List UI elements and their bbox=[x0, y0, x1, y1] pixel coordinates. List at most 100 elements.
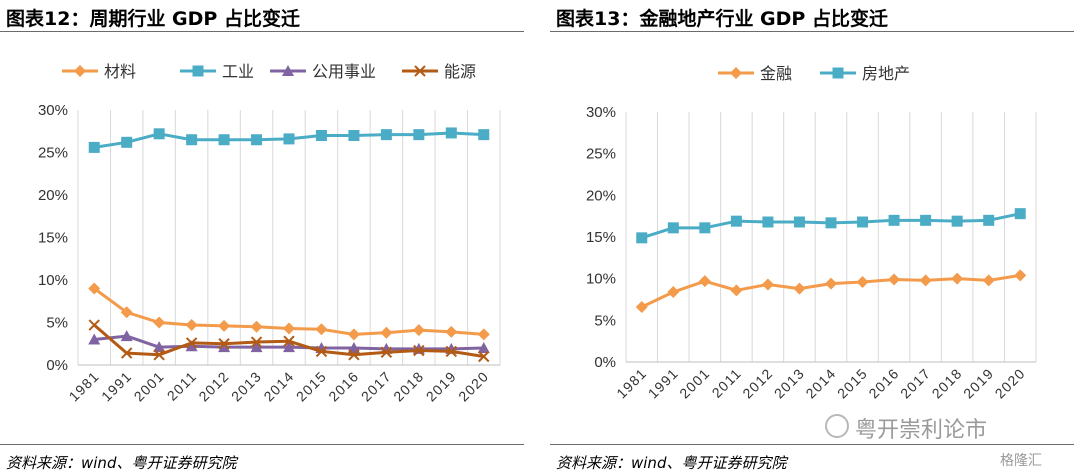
data-point bbox=[250, 336, 263, 348]
data-point bbox=[698, 275, 711, 288]
x-tick-label: 2019 bbox=[960, 365, 997, 402]
x-tick-label: 2013 bbox=[771, 365, 808, 402]
data-point bbox=[283, 335, 295, 347]
x-tick-label: 2018 bbox=[390, 368, 427, 405]
y-tick-label: 30% bbox=[38, 102, 68, 119]
y-tick-label: 30% bbox=[586, 104, 616, 121]
x-tick-label: 1981 bbox=[66, 368, 103, 405]
data-point bbox=[185, 337, 198, 349]
data-point bbox=[413, 344, 425, 357]
data-point bbox=[186, 134, 198, 146]
data-point bbox=[699, 222, 711, 234]
data-point bbox=[888, 214, 900, 226]
data-point bbox=[347, 328, 360, 341]
data-point bbox=[120, 306, 133, 319]
legend-marker bbox=[832, 67, 844, 79]
data-point bbox=[477, 342, 490, 353]
data-point bbox=[88, 141, 100, 153]
x-tick-label: 1981 bbox=[613, 365, 650, 402]
data-point bbox=[825, 277, 837, 290]
panel-title: 图表12：周期行业 GDP 占比变迁 bbox=[6, 8, 300, 30]
data-point bbox=[218, 319, 231, 332]
x-tick-label: 2011 bbox=[164, 368, 200, 404]
source-note: 资料来源：wind、粤开证券研究院 bbox=[556, 454, 787, 472]
data-point bbox=[348, 130, 360, 141]
series-1 bbox=[635, 269, 1027, 313]
x-tick-label: 2014 bbox=[802, 365, 839, 402]
data-point bbox=[185, 319, 198, 332]
data-point bbox=[636, 232, 648, 244]
y-tick-label: 0% bbox=[594, 354, 616, 371]
legend-item: 工业 bbox=[180, 62, 254, 81]
x-tick-label: 2018 bbox=[929, 365, 966, 402]
data-point bbox=[825, 217, 837, 229]
data-point bbox=[218, 338, 230, 350]
data-point bbox=[983, 214, 995, 226]
brand-logo: 格隆汇 bbox=[1000, 453, 1042, 469]
title-rule bbox=[550, 31, 1074, 32]
y-tick-label: 5% bbox=[46, 315, 68, 332]
data-point bbox=[1014, 208, 1026, 220]
data-point bbox=[218, 134, 230, 146]
legend-marker bbox=[414, 65, 426, 77]
x-tick-label: 2011 bbox=[709, 365, 745, 401]
data-point bbox=[120, 347, 133, 359]
data-point bbox=[478, 129, 490, 141]
data-point bbox=[250, 320, 263, 333]
data-point bbox=[283, 341, 295, 353]
data-point bbox=[251, 134, 263, 146]
data-point bbox=[445, 325, 458, 338]
x-tick-label: 1991 bbox=[645, 365, 682, 402]
legend-label: 金融 bbox=[760, 64, 792, 83]
x-tick-label: 2015 bbox=[834, 365, 871, 402]
data-point bbox=[888, 273, 901, 286]
watermark: 粤开崇利论市 bbox=[855, 418, 988, 443]
chart-gdp-finance-realestate: 0%5%10%15%20%25%30%198119912001201120122… bbox=[586, 64, 1037, 402]
data-point bbox=[380, 346, 393, 358]
y-tick-label: 20% bbox=[586, 187, 616, 204]
data-point bbox=[730, 215, 742, 227]
x-tick-label: 2016 bbox=[325, 368, 362, 405]
data-point bbox=[793, 216, 805, 228]
x-tick-label: 2013 bbox=[228, 368, 265, 405]
x-tick-label: 2001 bbox=[676, 365, 713, 402]
data-point bbox=[1014, 269, 1027, 282]
series-2 bbox=[636, 208, 1026, 244]
y-tick-label: 25% bbox=[38, 145, 68, 162]
series-2 bbox=[88, 127, 490, 153]
legend-item: 公用事业 bbox=[270, 62, 376, 81]
legend-item: 能源 bbox=[402, 62, 476, 81]
y-tick-label: 10% bbox=[586, 271, 616, 288]
data-point bbox=[793, 282, 806, 295]
series-1 bbox=[88, 282, 490, 341]
wechat-circle-icon bbox=[825, 414, 849, 438]
data-point bbox=[315, 323, 328, 336]
source-rule bbox=[550, 444, 1074, 445]
source-rule bbox=[0, 444, 524, 445]
x-tick-label: 2012 bbox=[195, 368, 232, 405]
legend-marker bbox=[730, 67, 742, 79]
series-4 bbox=[88, 319, 490, 363]
data-point bbox=[856, 276, 869, 288]
x-tick-label: 2014 bbox=[260, 368, 297, 405]
panel-title: 图表13：金融地产行业 GDP 占比变迁 bbox=[556, 8, 888, 30]
data-point bbox=[412, 324, 425, 337]
y-tick-label: 15% bbox=[586, 229, 616, 246]
data-point bbox=[857, 216, 869, 228]
legend-marker bbox=[282, 65, 294, 76]
x-tick-label: 2016 bbox=[865, 365, 902, 402]
data-point bbox=[667, 222, 679, 234]
data-point bbox=[283, 322, 295, 335]
x-tick-label: 2019 bbox=[423, 368, 460, 405]
legend-item: 房地产 bbox=[820, 64, 910, 83]
data-point bbox=[283, 133, 295, 145]
data-point bbox=[445, 127, 457, 139]
data-point bbox=[185, 340, 198, 352]
data-point bbox=[982, 274, 995, 287]
x-tick-label: 2017 bbox=[358, 368, 395, 405]
legend-item: 金融 bbox=[718, 64, 792, 83]
data-point bbox=[88, 282, 101, 295]
data-point bbox=[951, 215, 963, 227]
data-point bbox=[153, 128, 165, 140]
source-note: 资料来源：wind、粤开证券研究院 bbox=[6, 454, 237, 472]
